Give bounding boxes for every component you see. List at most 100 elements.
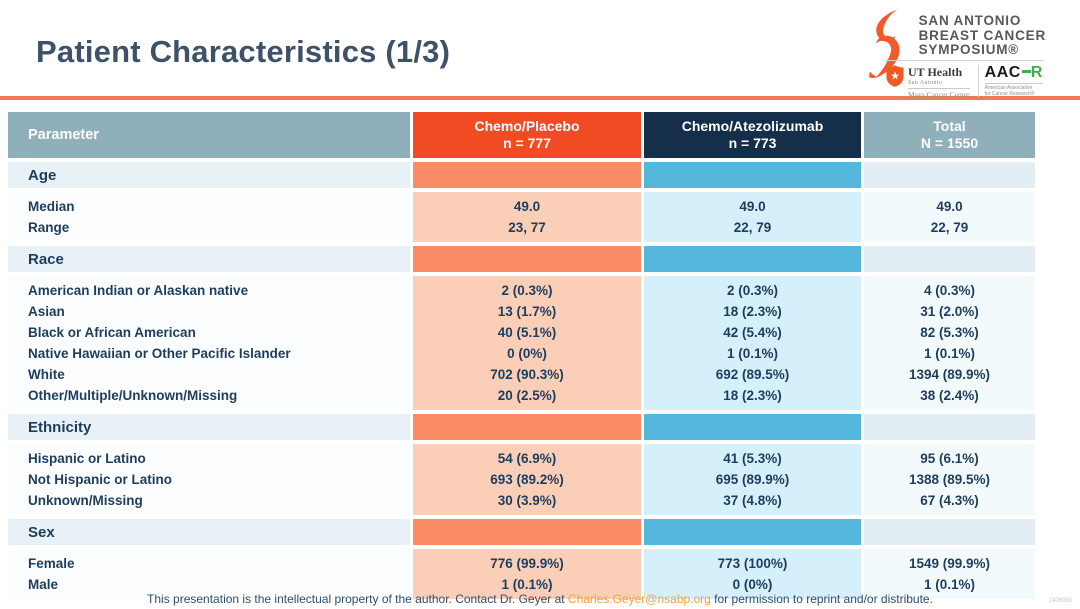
column-header-chemo-atezolizumab: Chemo/Atezolizumab n = 773 <box>644 112 861 158</box>
cell-value: 18 (2.3%) <box>723 304 782 319</box>
cell-value: 13 (1.7%) <box>497 304 557 319</box>
band-cell <box>644 246 861 272</box>
row-labels: American Indian or Alaskan native Asian … <box>8 276 410 410</box>
column-header-total: Total N = 1550 <box>864 112 1035 158</box>
band-cell <box>413 519 641 545</box>
section-data-ethnicity: Hispanic or Latino Not Hispanic or Latin… <box>8 444 1035 515</box>
cell-value: 49.0 <box>513 199 541 214</box>
category-label-age: Age <box>8 162 410 188</box>
sabcs-logo: SAN ANTONIO BREAST CANCER SYMPOSIUM® <box>861 8 1046 80</box>
cell-value: 693 (89.2%) <box>490 472 564 487</box>
table-header-row: Parameter Chemo/Placebo n = 777 Chemo/At… <box>8 112 1035 158</box>
section-data-race: American Indian or Alaskan native Asian … <box>8 276 1035 410</box>
sabcs-logo-text: SAN ANTONIO BREAST CANCER SYMPOSIUM® <box>918 13 1046 57</box>
cell-value: 1 (0.1%) <box>501 577 553 592</box>
cell-value: 40 (5.1%) <box>497 325 557 340</box>
cell-value: 31 (2.0%) <box>920 304 979 319</box>
category-label-race: Race <box>8 246 410 272</box>
cell-value: 692 (89.5%) <box>715 367 790 382</box>
placebo-values: 2 (0.3%) 13 (1.7%) 40 (5.1%) 0 (0%) 702 … <box>413 276 641 410</box>
category-label-ethnicity: Ethnicity <box>8 414 410 440</box>
cell-value: 49.0 <box>936 199 963 214</box>
cell-value: 82 (5.3%) <box>920 325 979 340</box>
cell-value: 1394 (89.9%) <box>908 367 991 382</box>
ut-health-text: UT Health San Antonio Mays Cancer Center <box>908 65 970 99</box>
section-band-ethnicity: Ethnicity <box>8 414 1035 440</box>
row-label: Hispanic or Latino <box>28 451 146 466</box>
row-label: Median <box>28 199 75 214</box>
column-header-chemo-placebo: Chemo/Placebo n = 777 <box>413 112 641 158</box>
cell-value: 2 (0.3%) <box>726 283 779 298</box>
cell-value: 20 (2.5%) <box>497 388 557 403</box>
band-cell <box>864 162 1035 188</box>
row-label: Range <box>28 220 70 235</box>
row-label: Unknown/Missing <box>28 493 143 508</box>
section-data-sex: Female Male 776 (99.9%) 1 (0.1%) 773 (10… <box>8 549 1035 599</box>
total-values: 49.0 22, 79 <box>864 192 1035 242</box>
cell-value: 773 (100%) <box>717 556 788 571</box>
row-labels: Hispanic or Latino Not Hispanic or Latin… <box>8 444 410 515</box>
cell-value: 0 (0%) <box>732 577 773 592</box>
band-cell <box>413 414 641 440</box>
cell-value: 22, 79 <box>733 220 772 235</box>
cell-value: 67 (4.3%) <box>920 493 979 508</box>
band-cell <box>413 162 641 188</box>
section-band-age: Age <box>8 162 1035 188</box>
section-band-sex: Sex <box>8 519 1035 545</box>
band-cell <box>644 162 861 188</box>
partner-logos: ★ UT Health San Antonio Mays Cancer Cent… <box>886 60 1044 99</box>
cell-value: 695 (89.9%) <box>715 472 790 487</box>
cell-value: 2 (0.3%) <box>501 283 553 298</box>
band-cell <box>864 414 1035 440</box>
atezolizumab-values: 773 (100%) 0 (0%) <box>644 549 861 599</box>
footer-text-post: for permission to reprint and/or distrib… <box>710 592 933 606</box>
cell-value: 38 (2.4%) <box>920 388 979 403</box>
cell-value: 776 (99.9%) <box>490 556 564 571</box>
cell-value: 1388 (89.5%) <box>908 472 991 487</box>
placebo-values: 776 (99.9%) 1 (0.1%) <box>413 549 641 599</box>
cell-value: 37 (4.8%) <box>723 493 782 508</box>
row-label: Male <box>28 577 59 592</box>
total-values: 4 (0.3%) 31 (2.0%) 82 (5.3%) 1 (0.1%) 13… <box>864 276 1035 410</box>
row-label: Not Hispanic or Latino <box>28 472 173 487</box>
cell-value: 95 (6.1%) <box>920 451 979 466</box>
row-labels: Median Range <box>8 192 410 242</box>
cell-value: 42 (5.4%) <box>723 325 782 340</box>
atezolizumab-values: 49.0 22, 79 <box>644 192 861 242</box>
row-label: Native Hawaiian or Other Pacific Islande… <box>28 346 291 361</box>
patient-characteristics-table: Parameter Chemo/Placebo n = 777 Chemo/At… <box>8 112 1035 603</box>
contact-email-link[interactable]: Charles.Geyer@nsabp.org <box>567 592 711 606</box>
ut-health-shield-icon: ★ <box>886 65 904 87</box>
sabcs-ribbon-icon <box>868 9 900 79</box>
atezolizumab-values: 41 (5.3%) 695 (89.9%) 37 (4.8%) <box>644 444 861 515</box>
band-cell <box>864 246 1035 272</box>
row-label: American Indian or Alaskan native <box>28 283 249 298</box>
row-label: Asian <box>28 304 65 319</box>
header-divider <box>0 96 1080 100</box>
aacr-logo: AAC R American Association for Cancer Res… <box>977 65 1043 97</box>
aacr-green-bar <box>1021 70 1031 74</box>
cell-value: 30 (3.9%) <box>497 493 557 508</box>
row-label: Female <box>28 556 75 571</box>
cell-value: 702 (90.3%) <box>490 367 564 382</box>
row-label: Other/Multiple/Unknown/Missing <box>28 388 238 403</box>
cell-value: 0 (0%) <box>507 346 547 361</box>
cell-value: 1549 (99.9%) <box>908 556 991 571</box>
placebo-values: 54 (6.9%) 693 (89.2%) 30 (3.9%) <box>413 444 641 515</box>
row-label: Black or African American <box>28 325 196 340</box>
ut-health-logo: ★ UT Health San Antonio Mays Cancer Cent… <box>886 65 970 99</box>
cell-value: 1 (0.1%) <box>726 346 779 361</box>
section-band-race: Race <box>8 246 1035 272</box>
cell-value: 49.0 <box>739 199 766 214</box>
category-label-sex: Sex <box>8 519 410 545</box>
atezolizumab-values: 2 (0.3%) 18 (2.3%) 42 (5.4%) 1 (0.1%) 69… <box>644 276 861 410</box>
band-cell <box>413 246 641 272</box>
cell-value: 23, 77 <box>508 220 546 235</box>
band-cell <box>864 519 1035 545</box>
band-cell <box>644 414 861 440</box>
cell-value: 41 (5.3%) <box>723 451 782 466</box>
placebo-values: 49.0 23, 77 <box>413 192 641 242</box>
cell-value: 4 (0.3%) <box>923 283 976 298</box>
slide-code: 2409990 <box>1048 598 1072 604</box>
